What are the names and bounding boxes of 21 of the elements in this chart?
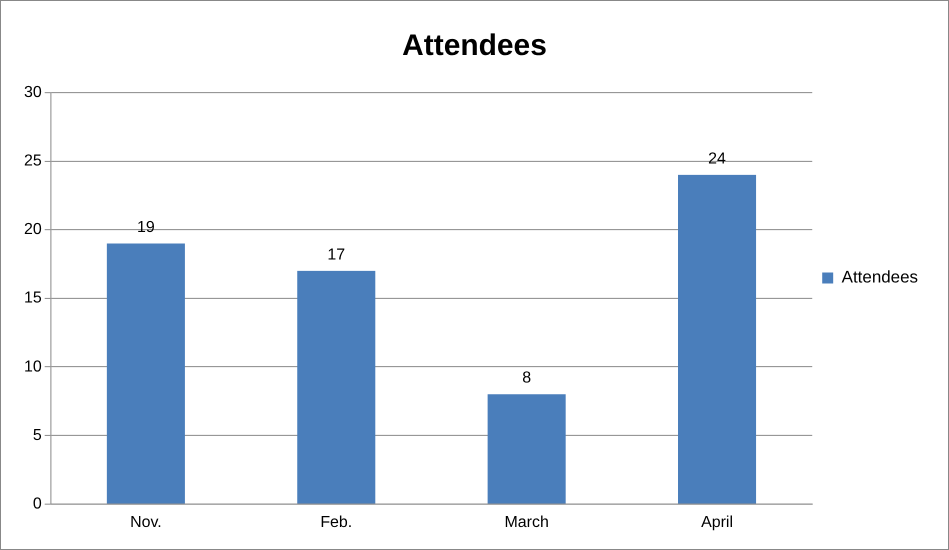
data-label: 17 [327, 246, 346, 264]
x-tick-label: Nov. [130, 514, 162, 531]
chart-title: Attendees [402, 29, 547, 62]
bar [678, 174, 756, 504]
y-tick-label: 10 [24, 358, 42, 376]
bar [106, 243, 185, 504]
y-tick-label: 0 [32, 495, 42, 512]
data-label: 24 [708, 150, 726, 168]
x-tick-label: April [701, 514, 733, 531]
y-tick-label: 15 [24, 290, 42, 307]
bar [488, 394, 566, 504]
legend-label: Attendees [842, 268, 918, 287]
y-tick-label: 30 [24, 84, 42, 102]
y-tick-label: 25 [24, 152, 42, 170]
x-tick-label: Feb. [320, 514, 352, 531]
bar [297, 270, 376, 504]
y-tick-label: 20 [24, 221, 42, 238]
y-tick-label: 5 [32, 426, 42, 444]
x-tick-label: March [504, 514, 549, 531]
data-label: 19 [137, 218, 155, 236]
data-label: 8 [522, 370, 532, 387]
